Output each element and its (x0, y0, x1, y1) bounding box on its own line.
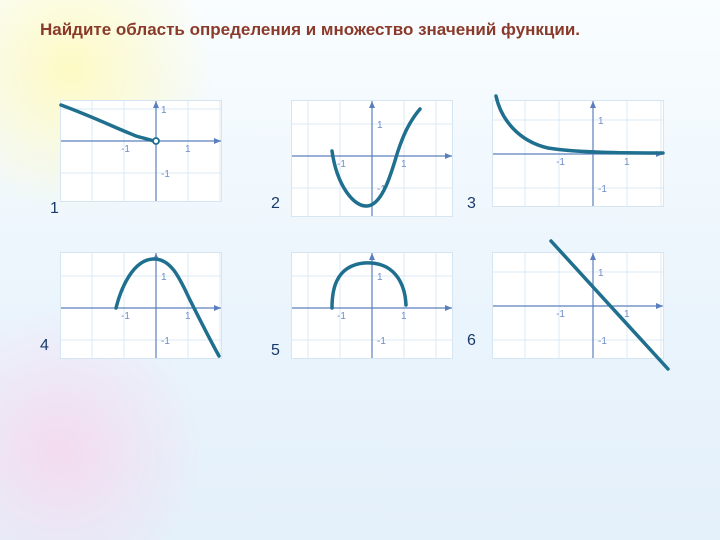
cell-1: 1 -1 1 -1 1 (50, 100, 260, 240)
svg-text:1: 1 (377, 272, 383, 283)
svg-text:-1: -1 (161, 336, 170, 347)
panel-number: 5 (271, 342, 280, 360)
svg-text:1: 1 (185, 144, 191, 155)
svg-text:-1: -1 (337, 311, 346, 322)
curve (496, 96, 663, 153)
svg-text:1: 1 (598, 116, 604, 127)
svg-text:-1: -1 (556, 309, 565, 320)
panel-number: 3 (467, 195, 476, 213)
svg-text:-1: -1 (161, 169, 170, 180)
curve (551, 241, 668, 369)
svg-text:1: 1 (401, 311, 407, 322)
cell-3: 1-11-13 (482, 100, 692, 240)
panel-number: 6 (467, 332, 476, 350)
svg-text:1: 1 (185, 311, 191, 322)
cell-6: 1-11-16 (482, 252, 692, 392)
svg-text:-1: -1 (598, 184, 607, 195)
chart-grid: 1-11-11 1-11-12 1-11-13 1-11-14 1-11-15 … (50, 100, 692, 392)
cell-5: 1 -1 1 -1 5 (266, 252, 476, 392)
cell-4: 1-11-14 (50, 252, 260, 392)
open-endpoint (153, 138, 159, 144)
mini-chart: 1 -1 1 -1 (291, 252, 453, 359)
mini-chart: 1 -1 1 -1 (492, 252, 664, 359)
svg-text:1: 1 (161, 272, 167, 283)
svg-text:1: 1 (624, 157, 630, 168)
panel-number: 2 (271, 195, 280, 213)
page-title: Найдите область определения и множество … (40, 20, 580, 40)
svg-text:-1: -1 (337, 159, 346, 170)
svg-text:1: 1 (401, 159, 407, 170)
curve (332, 263, 406, 308)
svg-text:-1: -1 (377, 336, 386, 347)
svg-text:-1: -1 (556, 157, 565, 168)
svg-text:1: 1 (624, 309, 630, 320)
mini-chart: 1 -1 1 -1 (60, 252, 222, 359)
svg-text:-1: -1 (598, 336, 607, 347)
svg-text:-1: -1 (121, 144, 130, 155)
svg-text:-1: -1 (121, 311, 130, 322)
svg-text:1: 1 (377, 120, 383, 131)
panel-number: 1 (50, 200, 59, 218)
cell-2: 1-11-12 (266, 100, 476, 240)
svg-text:1: 1 (161, 105, 167, 116)
curve (61, 105, 154, 141)
panel-number: 4 (40, 337, 49, 355)
svg-text:1: 1 (598, 268, 604, 279)
mini-chart: 1 -1 1 -1 (492, 100, 664, 207)
mini-chart: 1-11-1 (291, 100, 453, 217)
mini-chart: 1 -1 1 -1 (60, 100, 222, 202)
